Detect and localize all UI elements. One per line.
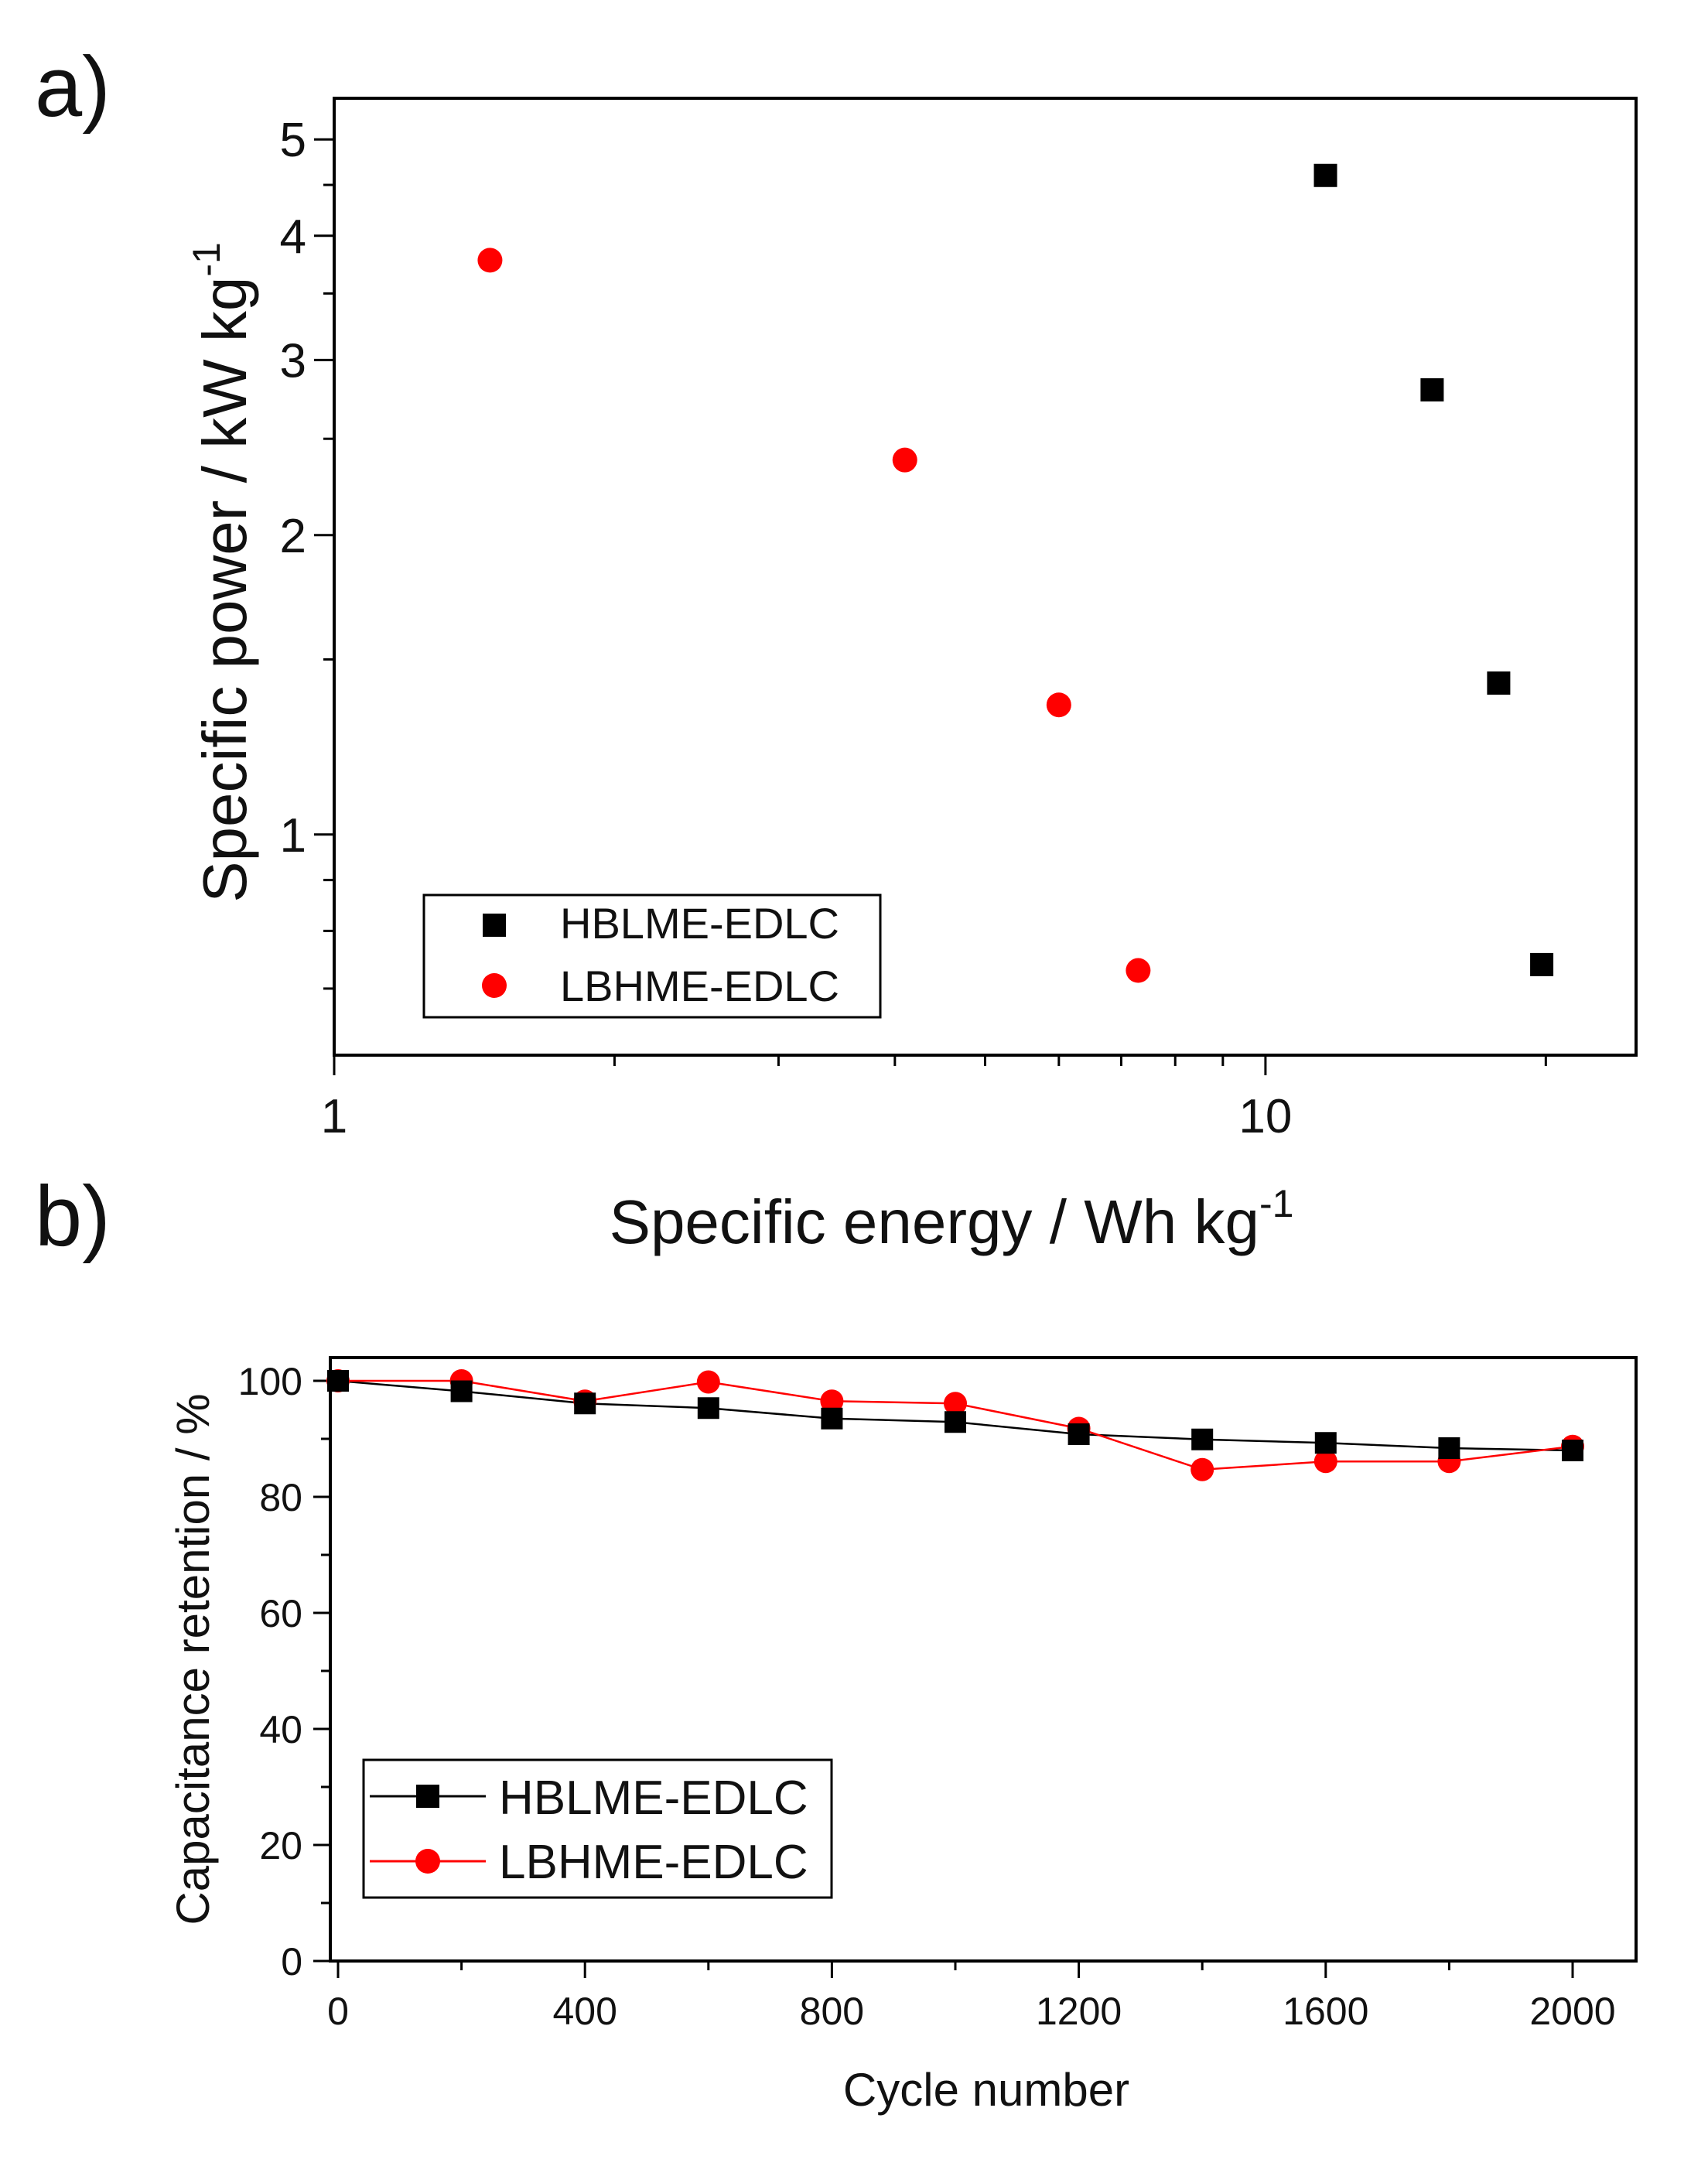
panel-b-data-points [326,1369,1584,1481]
b-point-hblme-edlc [1314,1432,1337,1454]
b-point-lbhme-edlc [1313,1450,1337,1474]
a-y-tick-label: 1 [280,809,306,863]
panel-a-label: a) [35,39,111,135]
b-point-lbhme-edlc [944,1392,967,1416]
panel-b-label: b) [35,1169,111,1264]
panel-a-x-axis-label: Specific energy / Wh kg-1 [610,1182,1294,1256]
panel-a-ticks: 1 10 1 2 3 4 5 [280,114,1547,1143]
b-y-tick-label: 0 [281,1940,302,1983]
b-point-hblme-edlc [450,1380,473,1402]
panel-b-x-axis-label: Cycle number [843,2064,1129,2116]
panel-a-legend: HBLME-EDLC LBHME-EDLC [422,893,882,1019]
a-point-hblme-edlc [1487,671,1511,695]
a-y-tick-label: 5 [280,114,306,167]
b-point-hblme-edlc [1191,1428,1214,1450]
a-point-hblme-edlc [1313,163,1337,187]
b-point-hblme-edlc [327,1370,349,1392]
legend-b-hblme-label: HBLME-EDLC [499,1771,808,1825]
a-point-hblme-edlc [1530,952,1554,976]
panel-b-plot-frame [329,1356,1638,1963]
legend-a-lbhme-marker [482,973,507,998]
b-y-tick-label: 40 [259,1708,302,1751]
legend-b-lbhme-label: LBHME-EDLC [499,1836,808,1889]
b-point-lbhme-edlc [1190,1457,1214,1481]
panel-a-data-points [477,163,1554,983]
b-point-hblme-edlc [697,1397,719,1420]
b-x-tick-label: 1200 [1036,1990,1122,2033]
a-point-lbhme-edlc [477,248,503,273]
legend-a-lbhme-label: LBHME-EDLC [560,962,839,1010]
b-point-lbhme-edlc [696,1370,720,1394]
panel-b-legend: HBLME-EDLC LBHME-EDLC [362,1758,833,1899]
a-point-lbhme-edlc [1126,958,1151,983]
b-x-tick-label: 2000 [1529,1990,1615,2033]
b-x-tick-label: 400 [552,1990,617,2033]
panel-a: a) 1 10 1 2 3 4 5 HBLME-EDLC LBHME-EDLC Specif… [35,39,1638,1256]
b-x-tick-label: 800 [800,1990,864,2033]
a-x-tick-label: 10 [1238,1090,1292,1143]
a-y-tick-label: 3 [280,334,306,388]
panel-b: b) 0 400 800 1200 1600 2000 0 20 40 60 80 100 HBLME… [35,1169,1638,2116]
legend-b-lbhme-marker [415,1849,440,1874]
panel-b-y-axis-label: Capacitance retention / % [167,1393,219,1925]
b-point-lbhme-edlc [820,1389,844,1413]
a-y-tick-label: 4 [280,210,306,264]
panel-b-legend-box [362,1758,833,1899]
b-y-tick-label: 100 [238,1360,302,1403]
a-point-lbhme-edlc [892,447,917,473]
b-point-hblme-edlc [1068,1423,1090,1445]
b-point-hblme-edlc [1438,1437,1460,1459]
b-point-hblme-edlc [821,1407,843,1430]
legend-a-hblme-marker [483,914,506,937]
a-y-tick-label: 2 [280,510,306,563]
legend-a-hblme-label: HBLME-EDLC [560,899,839,948]
b-x-tick-label: 1600 [1283,1990,1368,2033]
legend-b-hblme-marker [416,1785,439,1808]
b-y-tick-label: 20 [259,1824,302,1867]
b-x-tick-label: 0 [327,1990,349,2033]
b-y-tick-label: 80 [259,1476,302,1519]
b-point-hblme-edlc [945,1411,966,1433]
panel-a-y-axis-label: Specific power / kW kg-1 [185,242,259,903]
panel-b-ticks: 0 400 800 1200 1600 2000 0 20 40 60 80 100 [238,1360,1616,2033]
b-point-hblme-edlc [1562,1440,1583,1461]
b-point-hblme-edlc [574,1392,596,1415]
a-point-lbhme-edlc [1046,692,1071,718]
a-x-tick-label: 1 [321,1090,347,1143]
b-y-tick-label: 60 [259,1592,302,1635]
a-point-hblme-edlc [1420,378,1444,401]
